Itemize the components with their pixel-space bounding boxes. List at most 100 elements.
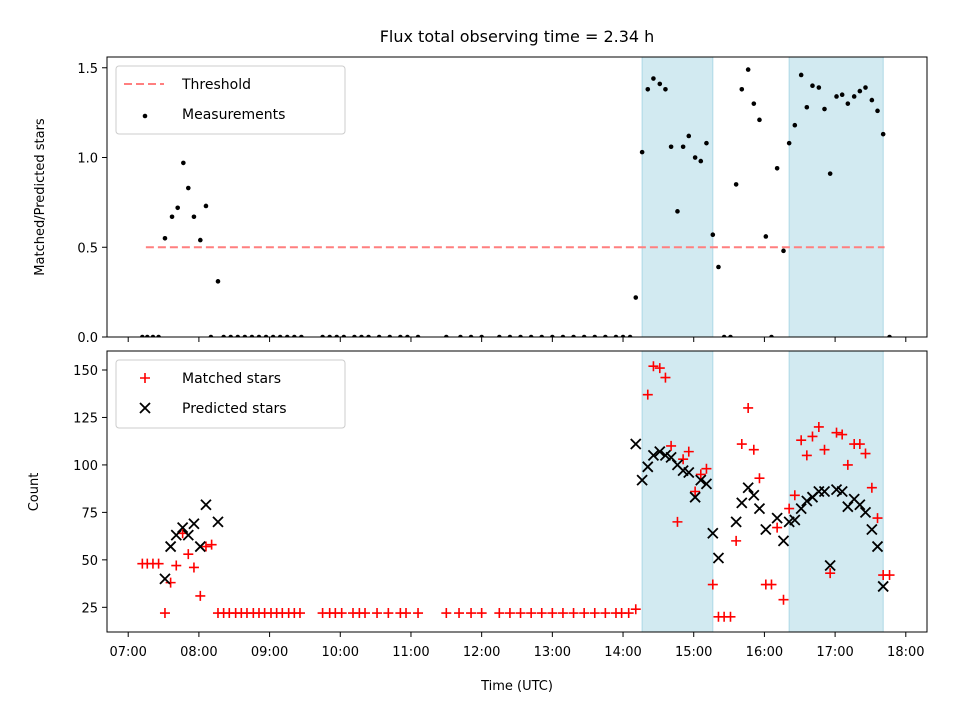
top-dot-point bbox=[834, 94, 839, 99]
top-dot-point bbox=[651, 76, 656, 81]
legend-plus-swatch bbox=[140, 373, 150, 383]
top-dot-point bbox=[863, 85, 868, 90]
top-dot-point bbox=[359, 334, 364, 337]
bottom-shaded-span-1 bbox=[788, 351, 884, 632]
bottom-plus-point bbox=[831, 427, 842, 438]
x-tick-label: 17:00 bbox=[816, 645, 853, 660]
top-dot-point bbox=[704, 140, 709, 146]
top-y-tick-label: 1.0 bbox=[77, 152, 98, 167]
top-dot-point bbox=[270, 334, 276, 337]
top-dot-point bbox=[571, 334, 576, 337]
top-dot-point bbox=[528, 334, 534, 337]
top-dot-point bbox=[822, 106, 827, 112]
bottom-plus-point bbox=[789, 490, 800, 501]
top-legend-label: Threshold bbox=[181, 77, 251, 93]
bottom-plus-point bbox=[866, 482, 877, 493]
bottom-plus-point bbox=[188, 562, 199, 573]
bottom-plus-point bbox=[884, 570, 895, 581]
top-dot-point bbox=[468, 334, 474, 337]
top-dot-point bbox=[284, 334, 290, 337]
x-tick-label: 18:00 bbox=[887, 645, 924, 660]
top-dot-point bbox=[627, 334, 633, 337]
top-dot-point bbox=[663, 87, 668, 92]
bottom-plus-point bbox=[766, 579, 777, 590]
bottom-plus-point bbox=[206, 539, 217, 550]
top-dot-point bbox=[162, 235, 168, 241]
top-dot-point bbox=[221, 334, 226, 337]
bottom-plus-point bbox=[819, 444, 830, 455]
bottom-axes-frame bbox=[106, 350, 928, 633]
top-dot-point bbox=[277, 334, 283, 337]
bottom-x-point bbox=[700, 478, 713, 490]
top-dot-point bbox=[827, 171, 833, 176]
bottom-plus-point bbox=[383, 608, 394, 619]
top-dot-point bbox=[341, 334, 347, 337]
bottom-plus-point bbox=[526, 608, 537, 619]
bottom-x-point bbox=[801, 495, 813, 507]
bottom-plus-point bbox=[854, 439, 865, 450]
bottom-x-point bbox=[748, 489, 760, 501]
bottom-plus-point bbox=[772, 522, 783, 533]
top-dot-point bbox=[668, 144, 674, 150]
x-tick-label: 09:00 bbox=[251, 645, 288, 660]
top-dot-point bbox=[810, 83, 815, 89]
bottom-plus-point bbox=[860, 448, 871, 459]
bottom-plus-point bbox=[200, 541, 211, 552]
top-y-tick-label: 0.0 bbox=[77, 331, 98, 346]
bottom-plus-point bbox=[568, 608, 579, 619]
top-dot-point bbox=[633, 295, 639, 300]
bottom-plus-point bbox=[695, 469, 706, 480]
top-dot-point bbox=[875, 108, 880, 114]
top-dot-point bbox=[804, 104, 810, 110]
bottom-plus-point bbox=[825, 568, 836, 579]
bottom-plus-point bbox=[784, 503, 795, 514]
bottom-plus-point bbox=[813, 421, 824, 432]
bottom-plus-point bbox=[589, 608, 600, 619]
bottom-plus-point bbox=[536, 608, 547, 619]
bottom-plus-point bbox=[690, 486, 701, 497]
bottom-plus-point bbox=[654, 363, 665, 374]
top-legend-box bbox=[115, 65, 346, 135]
bottom-plus-point bbox=[413, 608, 424, 619]
bottom-x-point bbox=[712, 552, 725, 564]
bottom-x-point bbox=[730, 516, 742, 528]
top-dot-point bbox=[560, 334, 566, 337]
bottom-x-point bbox=[188, 518, 200, 530]
bottom-plus-point bbox=[648, 361, 659, 372]
bottom-x-point bbox=[194, 540, 206, 553]
bottom-plus-point bbox=[372, 608, 383, 619]
bottom-plus-point bbox=[660, 372, 671, 383]
top-legend: Threshold Measurements bbox=[115, 65, 346, 135]
bottom-panel: 25 50 75 100 125 150 07:00 08:00 09:00 10:00 11:00… bbox=[73, 350, 928, 660]
top-dot-point bbox=[603, 334, 608, 337]
bottom-plus-point bbox=[360, 608, 371, 619]
top-dot-point bbox=[458, 334, 463, 337]
top-dot-point bbox=[721, 334, 727, 337]
top-dot-point bbox=[728, 334, 733, 337]
bottom-plus-point bbox=[454, 608, 465, 619]
bottom-plus-point bbox=[837, 429, 848, 440]
top-dot-point bbox=[518, 334, 523, 337]
top-dot-point bbox=[169, 214, 175, 220]
x-axis-label: Time (UTC) bbox=[480, 679, 553, 694]
bottom-plus-point bbox=[666, 440, 677, 451]
top-dot-point bbox=[798, 72, 804, 78]
bottom-plus-point bbox=[683, 446, 694, 457]
bottom-plus-point bbox=[778, 594, 789, 605]
bottom-x-point bbox=[871, 540, 884, 553]
top-dot-point bbox=[320, 334, 325, 337]
top-dot-point bbox=[550, 334, 555, 337]
top-dot-point bbox=[792, 122, 798, 128]
bottom-plus-point bbox=[579, 608, 590, 619]
top-dot-point bbox=[352, 334, 357, 337]
top-legend-label: Measurements bbox=[182, 107, 285, 123]
x-tick-label: 13:00 bbox=[534, 645, 571, 660]
bottom-plus-point bbox=[171, 560, 182, 571]
top-dot-point bbox=[698, 158, 704, 164]
top-dot-point bbox=[686, 133, 692, 139]
bottom-plus-point bbox=[441, 608, 452, 619]
bottom-shaded-span-0 bbox=[641, 351, 714, 632]
bottom-x-point bbox=[877, 580, 889, 593]
top-dot-point bbox=[680, 144, 686, 150]
top-dot-point bbox=[398, 334, 403, 337]
